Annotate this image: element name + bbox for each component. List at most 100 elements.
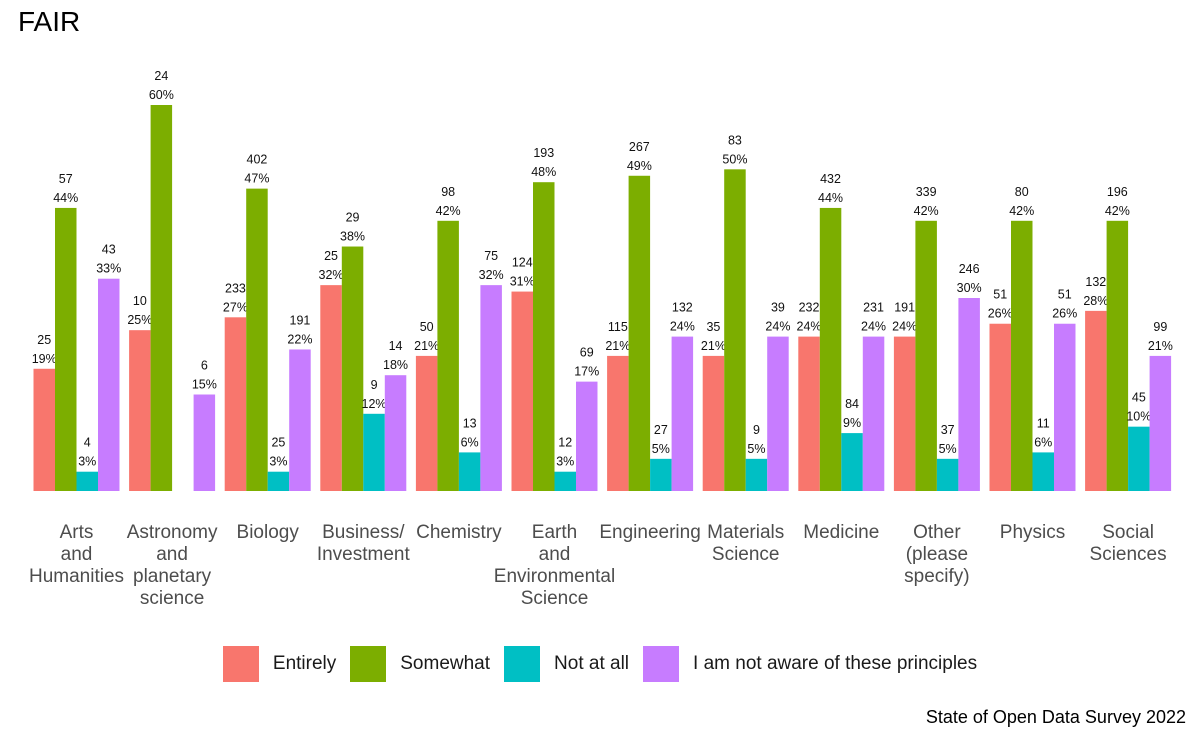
bar-earth-and-environmental-science-somewhat xyxy=(533,182,555,491)
bar-physics-i-am-not-aware-of-these-principles xyxy=(1054,323,1076,491)
bar-chemistry-i-am-not-aware-of-these-principles xyxy=(480,285,502,491)
pct-label-earth-and-environmental-science-i-am-not-aware-of-these-principles: 17% xyxy=(574,365,599,379)
x-tick-label-business-investment: Business/Investment xyxy=(317,522,411,565)
pct-label-materials-science-entirely: 21% xyxy=(701,339,726,353)
bar-arts-and-humanities-i-am-not-aware-of-these-principles xyxy=(98,278,120,491)
bar-chemistry-somewhat xyxy=(437,220,459,492)
count-label-materials-science-not-at-all: 9 xyxy=(753,423,760,437)
legend-item-not-at-all: Not at all xyxy=(504,646,629,682)
pct-label-business-investment-entirely: 32% xyxy=(319,268,344,282)
count-label-astronomy-and-planetary-science-somewhat: 24 xyxy=(154,69,168,83)
pct-label-chemistry-somewhat: 42% xyxy=(436,204,461,218)
x-tick-label-physics: Physics xyxy=(1000,522,1065,543)
x-tick-label-biology: Biology xyxy=(237,522,300,543)
pct-label-engineering-not-at-all: 5% xyxy=(652,442,670,456)
pct-label-physics-somewhat: 42% xyxy=(1009,204,1034,218)
x-tick-label-materials-science: Materials Science xyxy=(707,522,784,565)
bar-physics-entirely xyxy=(989,323,1011,491)
pct-label-engineering-somewhat: 49% xyxy=(627,159,652,173)
pct-label-social-sciences-somewhat: 42% xyxy=(1105,204,1130,218)
bar-medicine-i-am-not-aware-of-these-principles xyxy=(862,336,885,491)
count-label-business-investment-not-at-all: 9 xyxy=(371,378,378,392)
count-label-medicine-entirely: 232 xyxy=(799,301,820,315)
legend-swatch-somewhat xyxy=(350,646,387,682)
count-label-physics-entirely: 51 xyxy=(993,288,1007,302)
count-label-arts-and-humanities-somewhat: 57 xyxy=(59,172,73,186)
pct-label-biology-i-am-not-aware-of-these-principles: 22% xyxy=(287,332,312,346)
legend-swatch-not-aware xyxy=(643,646,680,682)
legend-item-somewhat: Somewhat xyxy=(350,646,490,682)
pct-label-physics-not-at-all: 6% xyxy=(1034,435,1052,449)
bar-materials-science-entirely xyxy=(702,355,725,491)
bar-business-investment-somewhat xyxy=(341,246,364,491)
pct-label-medicine-entirely: 24% xyxy=(797,320,822,334)
bar-biology-i-am-not-aware-of-these-principles xyxy=(289,349,311,491)
pct-label-earth-and-environmental-science-somewhat: 48% xyxy=(531,165,556,179)
count-label-business-investment-entirely: 25 xyxy=(324,249,338,263)
bar-other-please-specify-i-am-not-aware-of-these-principles xyxy=(958,298,980,491)
count-label-astronomy-and-planetary-science-i-am-not-aware-of-these-principles: 6 xyxy=(201,359,208,373)
legend-item-entirely: Entirely xyxy=(222,646,336,682)
count-label-other-please-specify-i-am-not-aware-of-these-principles: 246 xyxy=(959,262,980,276)
pct-label-biology-entirely: 27% xyxy=(223,300,248,314)
bar-arts-and-humanities-somewhat xyxy=(55,207,77,491)
count-label-earth-and-environmental-science-entirely: 124 xyxy=(512,256,533,270)
count-label-social-sciences-somewhat: 196 xyxy=(1107,185,1128,199)
x-tick-label-chemistry: Chemistry xyxy=(416,522,502,543)
bar-business-investment-i-am-not-aware-of-these-principles xyxy=(384,375,407,491)
count-label-biology-not-at-all: 25 xyxy=(271,436,285,450)
x-tick-label-medicine: Medicine xyxy=(803,522,879,543)
count-label-other-please-specify-somewhat: 339 xyxy=(916,185,937,199)
bar-medicine-entirely xyxy=(798,336,820,491)
bar-other-please-specify-somewhat xyxy=(915,220,937,492)
count-label-physics-not-at-all: 11 xyxy=(1037,416,1050,430)
x-tick-label-astronomy-and-planetary-science: Astronomy and planetary science xyxy=(127,522,218,609)
pct-label-engineering-entirely: 21% xyxy=(605,339,630,353)
bar-engineering-not-at-all xyxy=(650,458,672,491)
pct-label-biology-not-at-all: 3% xyxy=(269,455,287,469)
pct-label-earth-and-environmental-science-entirely: 31% xyxy=(510,275,535,289)
count-label-social-sciences-i-am-not-aware-of-these-principles: 99 xyxy=(1153,320,1167,334)
count-label-earth-and-environmental-science-i-am-not-aware-of-these-principles: 69 xyxy=(580,346,594,360)
bar-engineering-somewhat xyxy=(628,175,651,491)
bar-arts-and-humanities-entirely xyxy=(33,368,55,491)
count-label-medicine-not-at-all: 84 xyxy=(845,397,859,411)
bar-medicine-not-at-all xyxy=(841,433,863,491)
bar-materials-science-somewhat xyxy=(724,169,746,491)
bar-earth-and-environmental-science-not-at-all xyxy=(554,471,576,491)
bar-engineering-entirely xyxy=(607,355,629,491)
pct-label-medicine-i-am-not-aware-of-these-principles: 24% xyxy=(861,320,886,334)
count-label-arts-and-humanities-i-am-not-aware-of-these-principles: 43 xyxy=(102,243,116,257)
pct-label-other-please-specify-not-at-all: 5% xyxy=(939,442,957,456)
count-label-earth-and-environmental-science-not-at-all: 12 xyxy=(558,436,572,450)
pct-label-chemistry-entirely: 21% xyxy=(414,339,439,353)
x-tick-label-social-sciences: Social Sciences xyxy=(1090,522,1167,565)
legend-swatch-not-at-all xyxy=(504,646,541,682)
bar-other-please-specify-not-at-all xyxy=(936,458,959,491)
pct-label-materials-science-not-at-all: 5% xyxy=(747,442,765,456)
bar-social-sciences-entirely xyxy=(1085,310,1107,491)
pct-label-social-sciences-i-am-not-aware-of-these-principles: 21% xyxy=(1148,339,1173,353)
x-tick-label-other-please-specify: Other (please specify) xyxy=(904,522,969,587)
bar-astronomy-and-planetary-science-somewhat xyxy=(150,105,173,491)
pct-label-social-sciences-not-at-all: 10% xyxy=(1126,410,1151,424)
count-label-engineering-not-at-all: 27 xyxy=(654,423,668,437)
count-label-chemistry-somewhat: 98 xyxy=(441,185,455,199)
pct-label-business-investment-not-at-all: 12% xyxy=(362,397,387,411)
count-label-materials-science-i-am-not-aware-of-these-principles: 39 xyxy=(771,301,785,315)
count-label-earth-and-environmental-science-somewhat: 193 xyxy=(533,146,554,160)
count-label-arts-and-humanities-entirely: 25 xyxy=(37,333,51,347)
pct-label-other-please-specify-entirely: 24% xyxy=(892,320,917,334)
bar-other-please-specify-entirely xyxy=(893,336,916,491)
bar-engineering-i-am-not-aware-of-these-principles xyxy=(671,336,694,491)
count-label-business-investment-i-am-not-aware-of-these-principles: 14 xyxy=(389,339,403,353)
pct-label-business-investment-i-am-not-aware-of-these-principles: 18% xyxy=(383,358,408,372)
count-label-biology-somewhat: 402 xyxy=(247,153,268,167)
pct-label-other-please-specify-somewhat: 42% xyxy=(914,204,939,218)
count-label-physics-i-am-not-aware-of-these-principles: 51 xyxy=(1058,288,1072,302)
count-label-arts-and-humanities-not-at-all: 4 xyxy=(84,436,91,450)
count-label-astronomy-and-planetary-science-entirely: 10 xyxy=(133,294,147,308)
pct-label-physics-entirely: 26% xyxy=(988,307,1013,321)
caption: State of Open Data Survey 2022 xyxy=(925,707,1186,727)
